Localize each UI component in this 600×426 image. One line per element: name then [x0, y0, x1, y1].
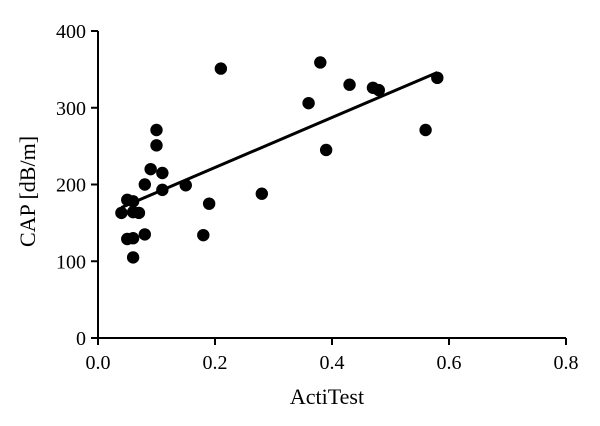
x-tick-label: 0.8 — [554, 352, 579, 374]
y-tick-label: 100 — [56, 251, 86, 273]
data-point — [343, 78, 356, 91]
data-points — [115, 56, 444, 264]
data-point — [138, 178, 151, 191]
y-tick-label: 300 — [56, 98, 86, 120]
x-axis-title: ActiTest — [290, 384, 364, 409]
data-point — [179, 179, 192, 192]
data-point — [150, 139, 163, 152]
y-tick-label: 200 — [56, 175, 86, 197]
regression-line — [120, 71, 438, 209]
x-tick-label: 0.2 — [203, 352, 228, 374]
data-point — [372, 83, 385, 97]
data-point — [214, 62, 228, 75]
y-axis-ticks: 0 100 200 300 400 — [56, 21, 98, 350]
data-point — [150, 123, 163, 137]
x-tick-label: 0.6 — [437, 352, 462, 374]
y-axis-title: CAP [dB/m] — [15, 136, 40, 247]
data-point — [314, 56, 327, 69]
data-point — [319, 143, 333, 157]
y-tick-label: 0 — [76, 328, 86, 350]
y-tick-label: 400 — [56, 21, 86, 43]
data-point — [197, 228, 210, 242]
data-point — [156, 166, 169, 180]
data-point — [138, 228, 151, 241]
data-point — [132, 206, 146, 220]
data-point — [419, 123, 432, 137]
data-point — [302, 96, 315, 110]
x-axis-ticks: 0.0 0.2 0.4 0.6 0.8 — [86, 338, 579, 374]
data-point — [126, 195, 140, 208]
data-point — [144, 162, 157, 176]
x-tick-label: 0.4 — [320, 352, 345, 374]
data-point — [255, 187, 268, 200]
axes — [97, 31, 566, 339]
data-point — [115, 206, 128, 220]
x-tick-label: 0.0 — [86, 352, 111, 374]
data-point — [156, 183, 169, 197]
data-point — [126, 251, 140, 264]
data-point — [202, 197, 216, 210]
data-point — [126, 232, 140, 245]
data-point — [431, 71, 444, 85]
